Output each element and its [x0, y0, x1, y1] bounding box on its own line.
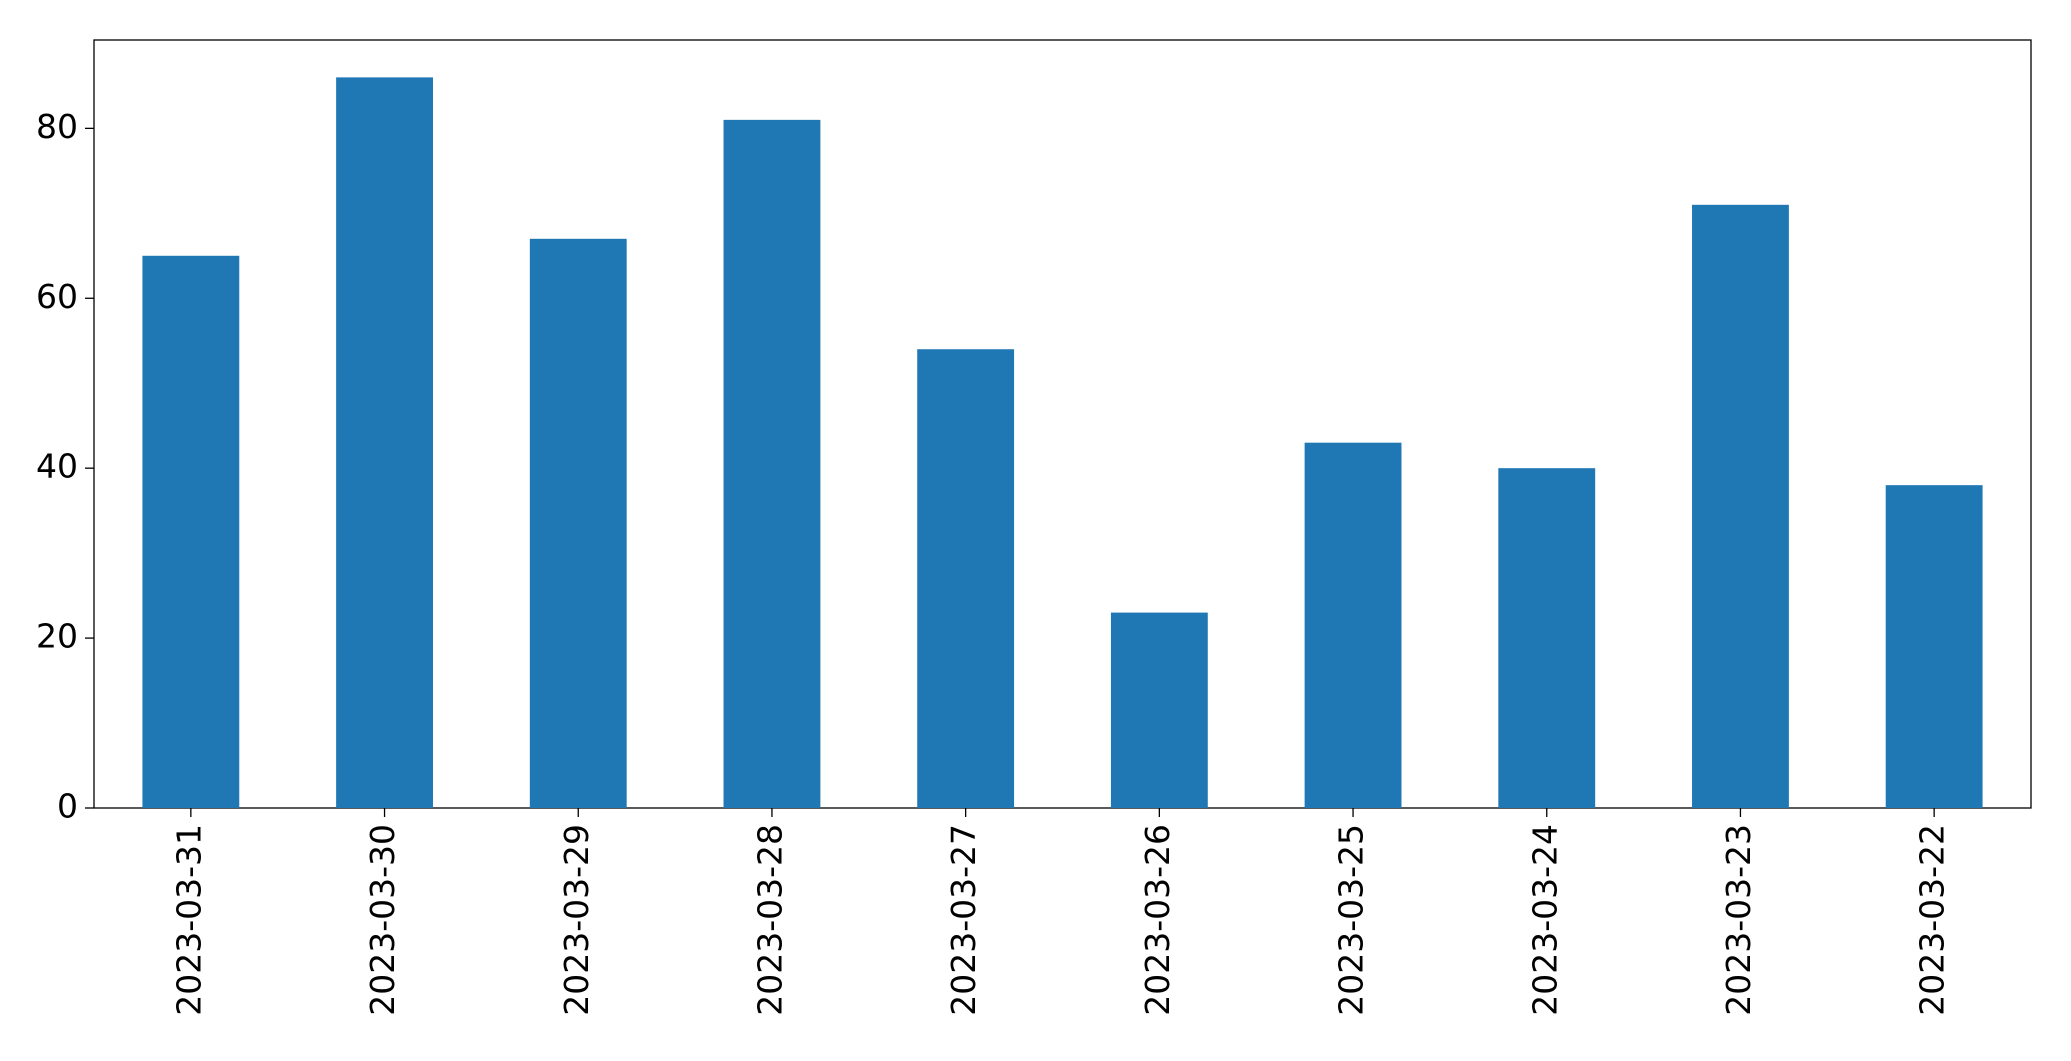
x-tick-label: 2023-03-25	[1332, 824, 1371, 1016]
bar	[1110, 612, 1208, 808]
bar	[1885, 485, 1983, 808]
bar	[142, 255, 240, 809]
bar	[917, 349, 1015, 808]
x-tick-label: 2023-03-24	[1525, 824, 1564, 1016]
x-tick-label: 2023-03-22	[1913, 824, 1952, 1016]
x-tick-label: 2023-03-28	[750, 824, 789, 1016]
x-tick-label: 2023-03-31	[169, 824, 208, 1016]
bar	[1692, 204, 1789, 809]
bar	[1304, 442, 1402, 808]
bar	[336, 77, 433, 808]
y-tick-label: 80	[36, 107, 78, 146]
y-tick-label: 20	[36, 617, 78, 656]
y-tick-label: 0	[57, 787, 78, 826]
y-tick-label: 40	[36, 447, 78, 486]
bar	[1498, 468, 1596, 808]
x-tick-label: 2023-03-27	[944, 824, 983, 1016]
plot-frame	[93, 39, 2032, 809]
x-tick-label: 2023-03-23	[1719, 824, 1758, 1016]
bar	[723, 119, 821, 809]
y-tick-label: 60	[36, 277, 78, 316]
bar	[529, 238, 627, 809]
x-tick-label: 2023-03-26	[1138, 824, 1177, 1016]
x-tick-label: 2023-03-29	[557, 824, 596, 1016]
x-tick-label: 2023-03-30	[363, 824, 402, 1016]
